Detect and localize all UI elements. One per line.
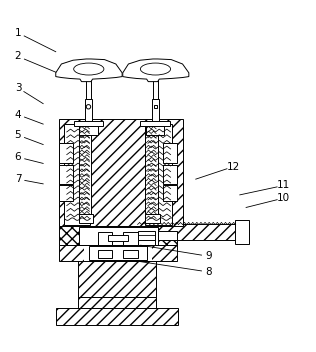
Bar (79, 126, 98, 135)
Bar (98, 250, 112, 258)
Bar (153, 72, 158, 80)
Bar (138, 231, 155, 240)
Text: 8: 8 (205, 267, 212, 277)
Bar (85, 99, 92, 127)
Bar (123, 232, 137, 245)
Bar (145, 124, 172, 225)
Bar (86, 72, 91, 80)
Bar (138, 240, 155, 245)
Bar (59, 186, 73, 201)
Bar (59, 119, 183, 226)
Text: 9: 9 (205, 251, 212, 261)
Bar (64, 124, 90, 225)
Ellipse shape (74, 63, 104, 75)
Text: 5: 5 (15, 130, 21, 140)
Text: 6: 6 (15, 152, 21, 162)
Bar (89, 246, 147, 260)
Bar (59, 165, 73, 184)
Text: 10: 10 (277, 193, 290, 203)
Bar (153, 78, 158, 99)
Bar (78, 261, 156, 297)
Bar (158, 231, 177, 240)
Ellipse shape (86, 105, 91, 109)
Bar (108, 234, 128, 241)
Polygon shape (56, 59, 122, 82)
Bar (78, 297, 156, 308)
Bar (145, 127, 158, 222)
Bar (79, 127, 91, 222)
Text: 3: 3 (15, 83, 21, 93)
Text: 4: 4 (15, 110, 21, 120)
Bar (163, 165, 177, 184)
Text: 7: 7 (15, 174, 21, 184)
Bar (98, 232, 112, 245)
Bar (56, 308, 179, 326)
Text: 12: 12 (227, 162, 240, 171)
Bar (123, 250, 137, 258)
Bar (79, 227, 158, 245)
Text: 1: 1 (15, 28, 21, 38)
Bar (154, 105, 157, 108)
Bar (79, 214, 93, 223)
Text: 2: 2 (15, 51, 21, 62)
Bar (59, 226, 177, 245)
Bar (79, 227, 158, 245)
Bar (59, 245, 177, 261)
Ellipse shape (140, 63, 171, 75)
Text: 11: 11 (277, 181, 290, 190)
Bar (146, 126, 164, 135)
Bar (137, 225, 238, 240)
Bar (145, 214, 160, 223)
Bar (86, 78, 91, 99)
Bar (74, 121, 103, 126)
Bar (84, 245, 152, 261)
Bar (59, 143, 73, 163)
Bar (152, 99, 159, 127)
Bar (163, 186, 177, 201)
Bar (140, 121, 170, 126)
Bar (163, 143, 177, 163)
Bar (235, 220, 249, 244)
Polygon shape (123, 59, 189, 82)
